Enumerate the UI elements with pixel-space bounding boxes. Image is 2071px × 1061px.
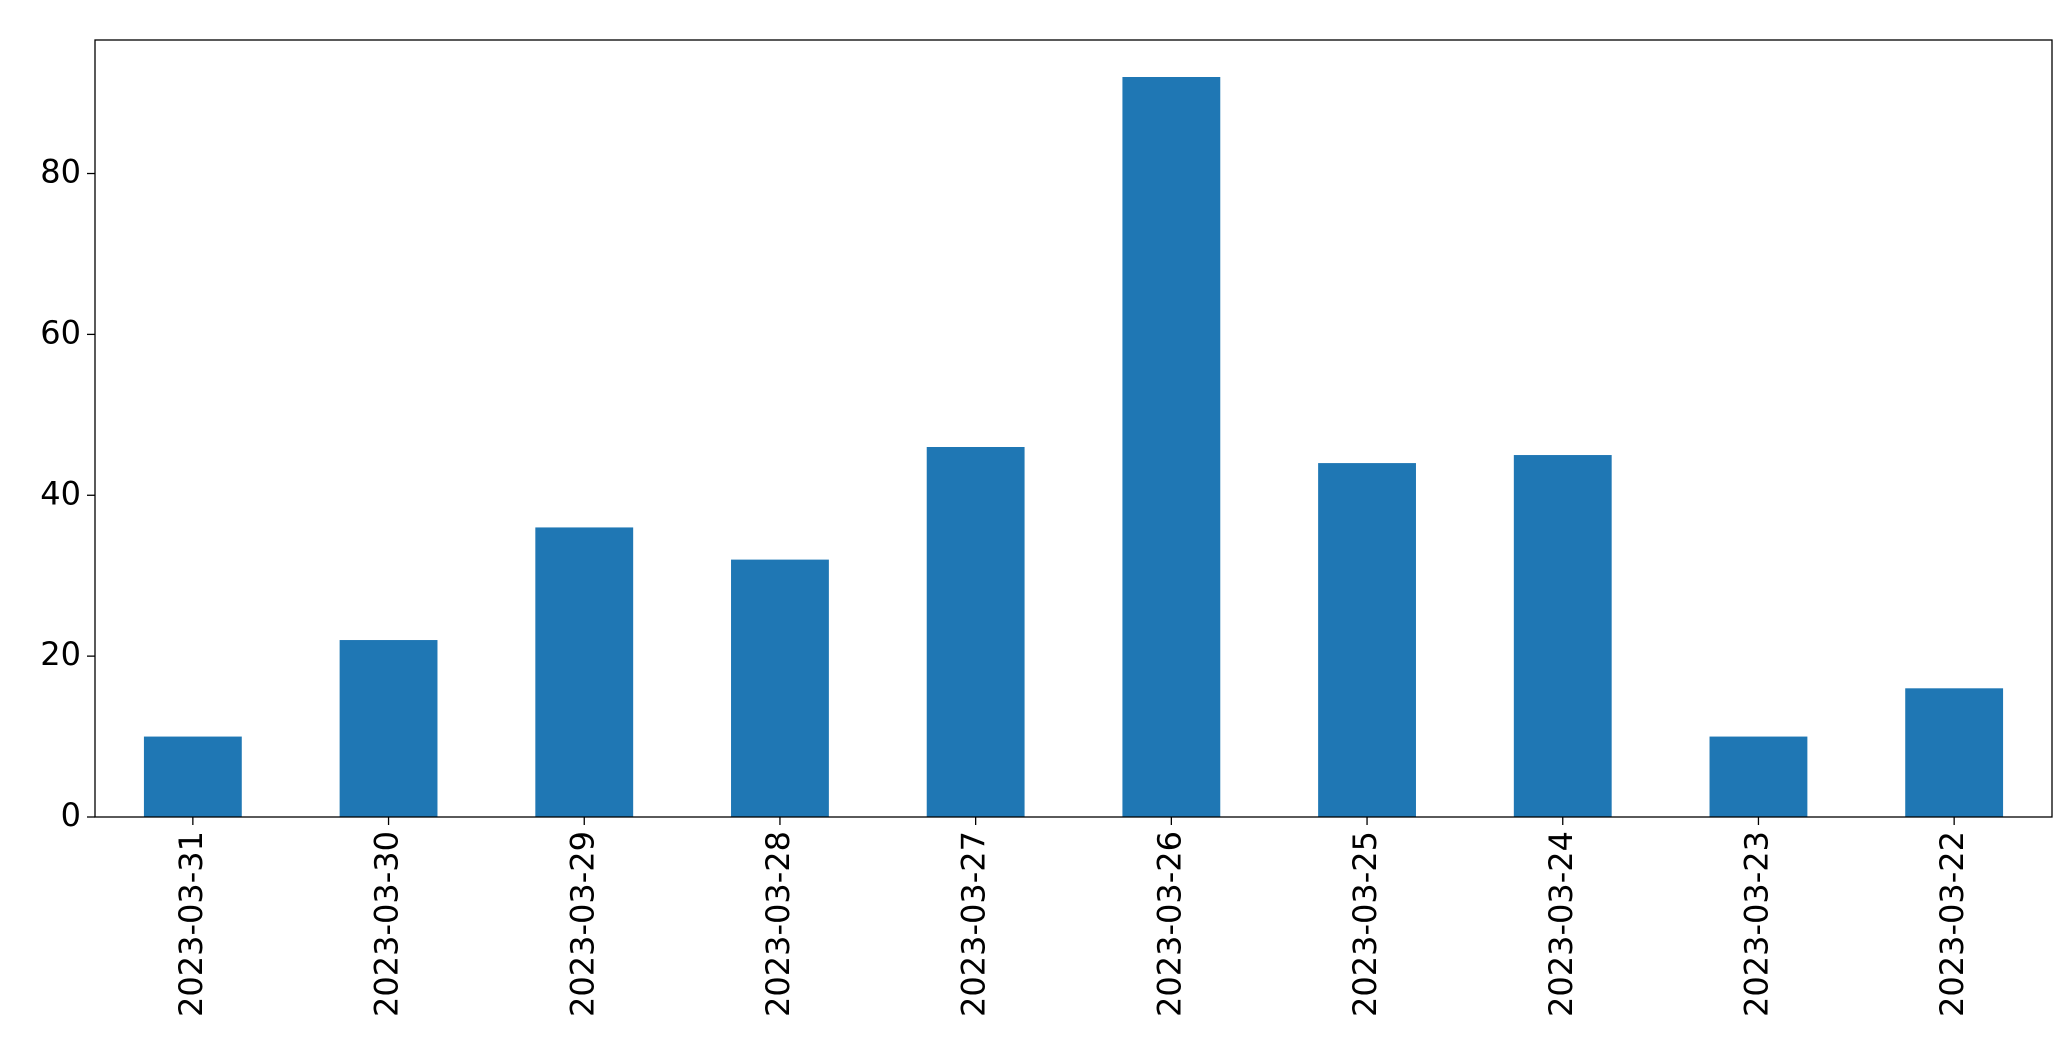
x-tick-label: 2023-03-27	[955, 831, 993, 1017]
x-tick-label: 2023-03-22	[1933, 831, 1971, 1017]
x-tick-label: 2023-03-30	[368, 831, 406, 1017]
y-tick-label: 0	[61, 796, 81, 834]
y-tick-label: 60	[40, 313, 81, 351]
x-tick-label: 2023-03-31	[172, 831, 210, 1017]
bar	[339, 640, 438, 817]
y-tick-label: 80	[40, 153, 81, 191]
axes-frame	[94, 39, 2053, 818]
bar	[143, 736, 242, 817]
bar	[731, 559, 829, 817]
bar	[926, 447, 1025, 817]
x-tick-label: 2023-03-24	[1542, 831, 1580, 1017]
bar	[1122, 77, 1221, 817]
y-tick-label: 40	[40, 474, 81, 512]
y-tick-label: 20	[40, 635, 81, 673]
bar	[535, 527, 634, 817]
x-tick-label: 2023-03-28	[759, 831, 797, 1017]
bar	[1709, 736, 1808, 817]
plot-area	[143, 77, 2004, 817]
bar	[1513, 455, 1612, 817]
x-tick-label: 2023-03-29	[563, 831, 601, 1017]
x-tick-label: 2023-03-25	[1346, 831, 1384, 1017]
bar	[1905, 688, 2004, 817]
bar	[1318, 463, 1416, 817]
x-tick-label: 2023-03-26	[1150, 831, 1188, 1017]
x-tick-label: 2023-03-23	[1737, 831, 1775, 1017]
